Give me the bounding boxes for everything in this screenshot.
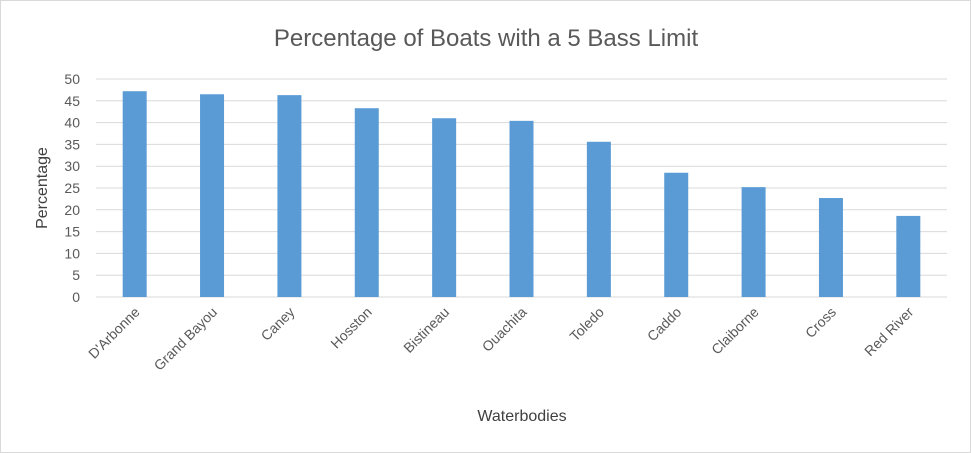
y-tick-label: 0 xyxy=(72,289,80,305)
x-tick-label: Caddo xyxy=(644,304,685,345)
bar-cross xyxy=(818,198,843,297)
x-axis-ticks: D'Arbonne Grand Bayou Caney Hosston Bistinea… xyxy=(85,304,917,374)
bar-claiborne xyxy=(741,187,766,297)
x-tick-label: Hosston xyxy=(327,304,375,352)
x-tick-label: Ouachita xyxy=(479,304,530,355)
x-tick-label: Caney xyxy=(258,304,298,344)
x-tick-label: Bistineau xyxy=(400,304,452,356)
x-tick-label: D'Arbonne xyxy=(85,304,143,362)
x-tick-label: Cross xyxy=(802,304,839,341)
x-axis-title: Waterbodies xyxy=(477,408,566,425)
y-tick-label: 35 xyxy=(64,136,80,152)
x-tick-label: Red River xyxy=(861,304,917,360)
x-tick-label: Toledo xyxy=(566,304,607,345)
y-tick-label: 15 xyxy=(64,224,80,240)
bar-caney xyxy=(277,95,302,297)
bar-hosston xyxy=(354,108,379,297)
bar-ouachita xyxy=(509,120,534,297)
bars xyxy=(122,91,921,298)
y-axis-title: Percentage xyxy=(34,147,51,229)
y-tick-label: 20 xyxy=(64,202,80,218)
x-tick-label: Grand Bayou xyxy=(151,304,221,374)
y-tick-label: 45 xyxy=(64,93,80,109)
y-tick-label: 10 xyxy=(64,245,80,261)
bar-d-arbonne xyxy=(122,91,147,297)
y-tick-label: 5 xyxy=(72,267,80,283)
chart-title: Percentage of Boats with a 5 Bass Limit xyxy=(274,25,699,52)
y-tick-label: 40 xyxy=(64,115,80,131)
y-tick-label: 50 xyxy=(64,71,80,87)
x-tick-label: Claiborne xyxy=(708,304,762,358)
bar-toledo xyxy=(586,141,611,297)
bar-caddo xyxy=(664,172,689,297)
bar-bistineau xyxy=(432,118,457,298)
bar-red-river xyxy=(896,215,921,297)
y-axis-ticks: 0 5 10 15 20 25 30 35 40 45 50 xyxy=(64,71,80,305)
bar-grand-bayou xyxy=(200,94,225,297)
y-tick-label: 25 xyxy=(64,180,80,196)
y-tick-label: 30 xyxy=(64,158,80,174)
